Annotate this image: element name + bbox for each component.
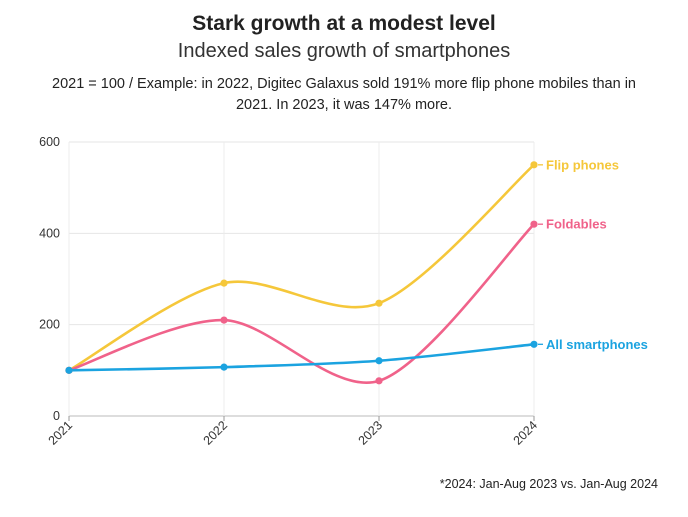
x-tick-label: 2021 bbox=[46, 418, 76, 448]
x-tick-label: 2024 bbox=[511, 418, 541, 448]
x-axis-ticks: 2021 2022 2023 2024 bbox=[46, 416, 541, 448]
y-tick-label: 400 bbox=[39, 226, 60, 240]
data-point-flip-phones bbox=[220, 279, 228, 287]
footnote: *2024: Jan-Aug 2023 vs. Jan-Aug 2024 bbox=[439, 477, 658, 491]
y-axis-ticks: 0 200 400 600 bbox=[39, 135, 60, 423]
series-label-all-smartphones: All smartphones bbox=[546, 337, 648, 352]
gridlines bbox=[68, 141, 535, 420]
chart-subtitle: Indexed sales growth of smartphones bbox=[177, 40, 511, 62]
series-line-foldables bbox=[67, 222, 536, 384]
series-line-all-smartphones bbox=[67, 343, 536, 372]
series-line-flip-phones bbox=[67, 163, 536, 372]
y-tick-label: 200 bbox=[39, 318, 60, 332]
series-label-foldables: Foldables bbox=[546, 217, 607, 232]
data-point-all-smartphones bbox=[65, 366, 73, 374]
data-point-flip-phones bbox=[375, 299, 383, 307]
data-point-foldables bbox=[530, 220, 538, 228]
chart-title: Stark growth at a modest level bbox=[192, 12, 496, 35]
x-tick-label: 2023 bbox=[356, 418, 386, 448]
y-tick-label: 0 bbox=[53, 409, 60, 423]
series-lines bbox=[67, 163, 536, 384]
data-point-foldables bbox=[220, 316, 228, 324]
data-point-all-smartphones bbox=[530, 340, 538, 348]
chart-description: 2021 = 100 / Example: in 2022, Digitec G… bbox=[52, 76, 636, 113]
series-label-flip-phones: Flip phones bbox=[546, 157, 619, 172]
data-point-all-smartphones bbox=[375, 357, 383, 365]
y-tick-label: 600 bbox=[39, 135, 60, 149]
data-point-flip-phones bbox=[530, 161, 538, 169]
data-point-all-smartphones bbox=[220, 363, 228, 371]
series-labels: Flip phones Foldables All smartphones bbox=[538, 157, 648, 352]
series-points bbox=[65, 161, 538, 385]
data-point-foldables bbox=[375, 377, 383, 385]
x-tick-label: 2022 bbox=[201, 418, 231, 448]
